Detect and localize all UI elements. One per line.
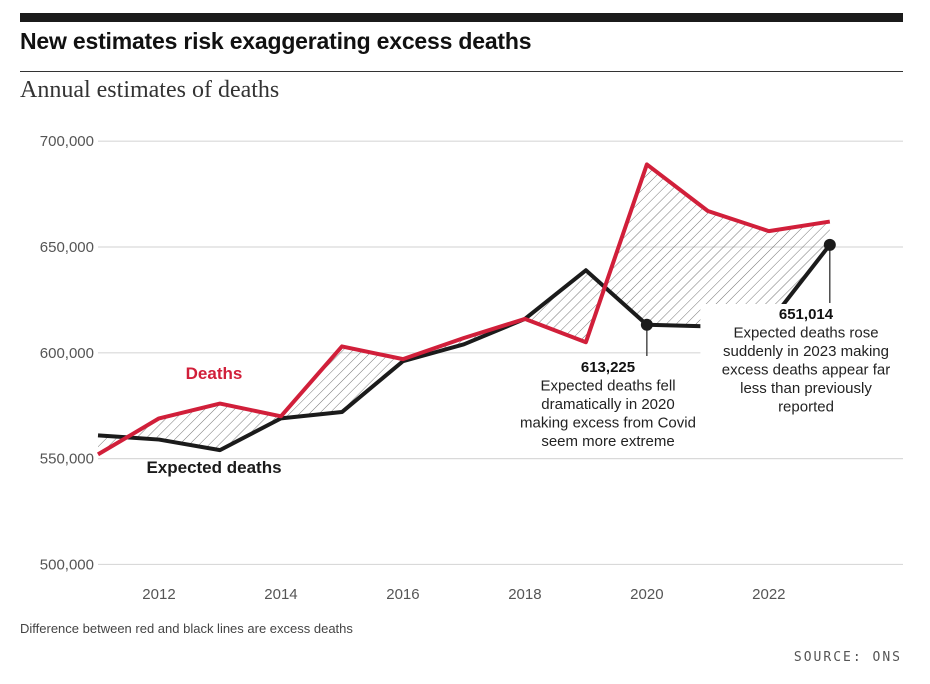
annotation-background <box>502 357 714 451</box>
annotation-text: less than previously <box>740 380 872 397</box>
y-tick-label: 600,000 <box>40 345 94 362</box>
chart-title: New estimates risk exaggerating excess d… <box>20 28 532 54</box>
y-tick-label: 700,000 <box>40 133 94 150</box>
annotation-marker <box>823 238 836 251</box>
annotation-background <box>700 304 912 417</box>
expected-series-label: Expected deaths <box>146 458 281 477</box>
x-tick-label: 2016 <box>386 586 419 603</box>
annotation-value: 613,225 <box>581 359 635 376</box>
source-label: SOURCE: ONS <box>793 650 902 665</box>
labels: 500,000 550,000 600,000 650,000 700,000 2012 2… <box>40 133 890 603</box>
x-tick-label: 2018 <box>508 586 541 603</box>
chart-subtitle: Annual estimates of deaths <box>20 77 280 103</box>
annotation-text: Expected deaths rose <box>733 325 878 342</box>
title-rule <box>20 71 903 72</box>
annotation-text: Expected deaths fell <box>540 378 675 395</box>
footnote: Difference between red and black lines a… <box>20 621 353 636</box>
annotation-text: reported <box>778 399 834 416</box>
annotation-text: seem more extreme <box>541 433 674 450</box>
excess-deaths-area <box>98 164 830 455</box>
top-bar <box>20 13 903 22</box>
annotation-text: suddenly in 2023 making <box>723 343 889 360</box>
excess-hatch-area <box>98 164 830 455</box>
annotation-text: making excess from Covid <box>520 415 696 432</box>
deaths-series-label: Deaths <box>186 364 243 383</box>
deaths-line <box>96 162 831 457</box>
annotation-value: 651,014 <box>779 306 834 323</box>
annotation-markers <box>502 238 912 451</box>
x-tick-label: 2014 <box>264 586 297 603</box>
annotation-marker <box>640 318 653 331</box>
y-tick-label: 500,000 <box>40 556 94 573</box>
x-tick-label: 2022 <box>752 586 785 603</box>
x-tick-label: 2020 <box>630 586 663 603</box>
annotation-text: dramatically in 2020 <box>541 396 674 413</box>
y-tick-label: 550,000 <box>40 451 94 468</box>
x-tick-label: 2012 <box>142 586 175 603</box>
grid <box>98 140 903 566</box>
y-tick-label: 650,000 <box>40 239 94 256</box>
annotation-text: excess deaths appear far <box>722 362 890 379</box>
